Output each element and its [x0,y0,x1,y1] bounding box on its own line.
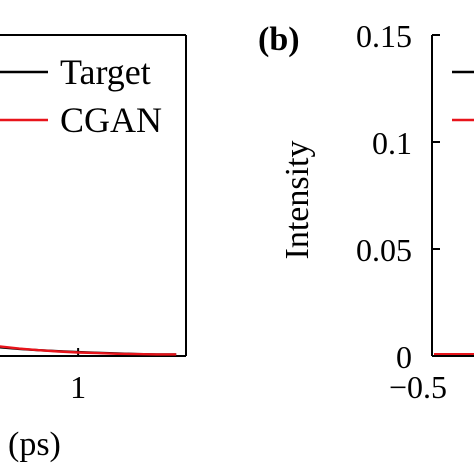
series-line-target [0,346,177,356]
y-tick-label: 0.1 [372,125,412,161]
y-tick-label: 0.05 [356,232,412,268]
panel-a: 1 Target CGAN (ps) [0,34,187,463]
panel-a-legend: Target CGAN [0,52,162,140]
panel-a-x-axis-label: (ps) [8,426,61,463]
y-tick-label: 0.15 [356,18,412,54]
legend-label-target: Target [60,52,151,92]
y-tick-label: 0 [396,339,412,375]
panel-b-label: (b) [258,21,300,58]
panel-b-y-axis-label: Intensity [279,141,316,260]
panel-a-series [0,345,177,356]
series-line-cgan [0,345,177,356]
legend-label-cgan: CGAN [60,100,162,140]
x-tick-label: 1 [70,369,86,405]
x-tick-label: −0.5 [389,369,447,405]
panel-b-x-ticks: −0.5 [389,369,447,405]
panel-b-y-ticks: 0.15 0.1 0.05 0 [356,18,440,375]
panel-b: (b) Intensity 0.15 0.1 0.05 0 −0.5 [258,18,474,405]
